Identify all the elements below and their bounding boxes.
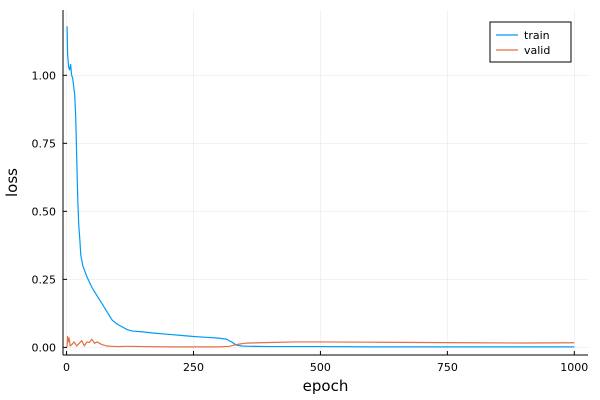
series-group <box>66 26 575 348</box>
grid <box>63 10 588 355</box>
legend-label-train: train <box>524 29 550 42</box>
x-tick-label: 1000 <box>560 361 588 374</box>
legend-box <box>489 21 572 63</box>
y-tick-label: 1.00 <box>32 69 57 82</box>
series-line-train <box>66 26 575 348</box>
legend-label-valid: valid <box>524 44 550 57</box>
x-axis-title: epoch <box>303 377 349 395</box>
y-tick-label: 0.00 <box>32 341 57 354</box>
y-axis-title: loss <box>3 168 21 197</box>
axes: 0 250 500 750 1000 0.00 0.25 0.50 0.75 1.00 <box>32 10 588 374</box>
x-tick-label: 0 <box>63 361 70 374</box>
x-tick-label: 500 <box>310 361 331 374</box>
legend: train valid <box>489 21 572 63</box>
x-tick-label: 250 <box>183 361 204 374</box>
y-tick-label: 0.75 <box>32 137 57 150</box>
y-tick-label: 0.25 <box>32 273 57 286</box>
y-tick-label: 0.50 <box>32 205 57 218</box>
x-tick-label: 750 <box>437 361 458 374</box>
series-line-valid <box>66 335 575 348</box>
